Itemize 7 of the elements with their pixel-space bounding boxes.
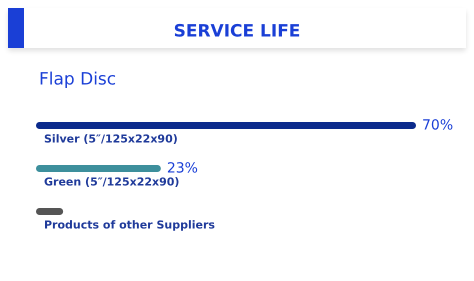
- chart-subtitle: Flap Disc: [39, 70, 116, 90]
- y-tick-label: Green (5″/125x22x90): [44, 176, 180, 188]
- chart-title: SERVICE LIFE: [174, 22, 300, 42]
- data-label: 70%: [422, 118, 454, 134]
- y-tick-label: Silver (5″/125x22x90): [44, 132, 178, 146]
- y-tick-label: Products of other Suppliers: [44, 218, 216, 232]
- data-label: 23%: [166, 160, 198, 176]
